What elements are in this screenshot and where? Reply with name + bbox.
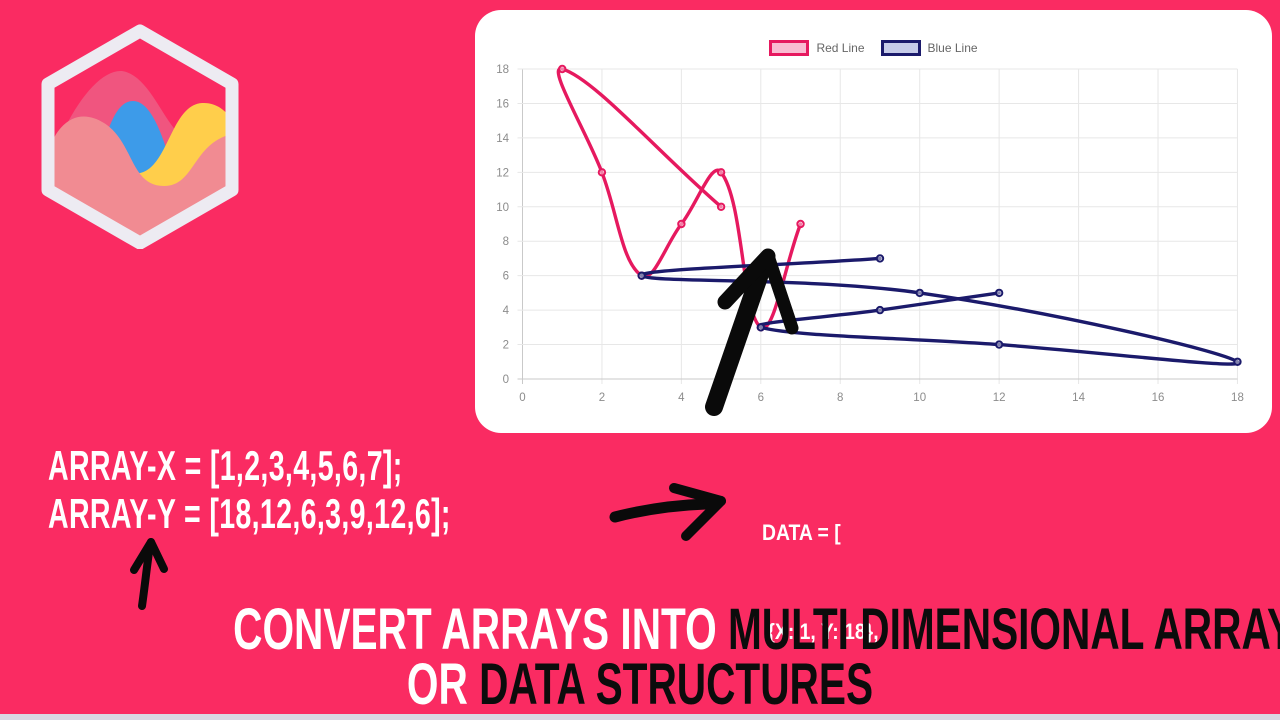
data-point-marker bbox=[994, 340, 1004, 349]
axis-tick-labels: 0 2 4 6 8 10 12 14 16 18 0 2 4 6 8 10 12 14 16 18 bbox=[496, 64, 1244, 404]
array-x-line: ARRAY-X = [1,2,3,4,5,6,7]; bbox=[48, 442, 403, 489]
data-point-marker bbox=[756, 323, 766, 332]
y-tick-label: 0 bbox=[503, 374, 509, 386]
series-line bbox=[556, 67, 803, 330]
small-up-arrow-icon bbox=[130, 538, 168, 610]
y-tick-label: 10 bbox=[496, 202, 509, 214]
data-point-marker bbox=[637, 271, 646, 280]
data-point-marker bbox=[677, 219, 686, 229]
headline-line-1: CONVERT ARRAYS INTO MULTI DIMENSIONAL AR… bbox=[0, 601, 1280, 659]
legend-item-red-line[interactable]: Red Line bbox=[769, 40, 865, 56]
data-point-marker bbox=[875, 254, 885, 263]
x-tick-label: 18 bbox=[1231, 392, 1244, 404]
blue-line-swatch bbox=[880, 40, 921, 56]
headline-black-text: DATA STRUCTURES bbox=[479, 652, 874, 717]
chart-panel: 0 2 4 6 8 10 12 14 16 18 0 2 4 6 8 10 12 14 16 18 Red Line … bbox=[475, 10, 1272, 433]
x-tick-label: 6 bbox=[758, 392, 764, 404]
data-point-marker bbox=[716, 168, 726, 177]
headline-white-text: OR bbox=[406, 652, 480, 717]
array-code-block: ARRAY-X = [1,2,3,4,5,6,7]; ARRAY-Y = [18… bbox=[48, 442, 451, 538]
chart-canvas[interactable]: 0 2 4 6 8 10 12 14 16 18 0 2 4 6 8 10 12 14 16 18 bbox=[475, 10, 1272, 433]
y-tick-label: 14 bbox=[496, 133, 509, 145]
series-line bbox=[639, 256, 1240, 366]
data-point-marker bbox=[796, 219, 805, 229]
x-tick-label: 8 bbox=[837, 392, 843, 404]
headline-white-text: CONVERT ARRAYS INTO bbox=[233, 597, 728, 662]
legend-label: Blue Line bbox=[927, 41, 978, 55]
y-tick-label: 6 bbox=[503, 271, 509, 283]
x-tick-label: 2 bbox=[599, 392, 605, 404]
data-point-marker bbox=[558, 64, 567, 74]
logo-hexagon-border bbox=[41, 24, 239, 249]
x-tick-label: 0 bbox=[519, 392, 525, 404]
x-tick-label: 14 bbox=[1072, 392, 1085, 404]
grid-lines bbox=[517, 68, 1238, 384]
chart-legend: Red Line Blue Line bbox=[475, 40, 1272, 56]
y-tick-label: 12 bbox=[496, 167, 509, 179]
x-tick-label: 4 bbox=[678, 392, 685, 404]
data-point-marker bbox=[875, 305, 885, 315]
y-tick-label: 8 bbox=[503, 236, 509, 248]
data-point-marker bbox=[597, 168, 607, 177]
y-tick-label: 4 bbox=[503, 305, 510, 317]
legend-item-blue-line[interactable]: Blue Line bbox=[880, 40, 978, 56]
x-tick-label: 10 bbox=[913, 392, 926, 404]
chartjs-logo bbox=[41, 24, 239, 249]
right-arrow-icon bbox=[609, 483, 726, 541]
x-tick-label: 12 bbox=[993, 392, 1006, 404]
data-code-line: DATA = [ bbox=[762, 520, 841, 545]
data-point-marker bbox=[1233, 357, 1242, 366]
bottom-border-strip bbox=[0, 714, 1280, 720]
data-code-line: {X: 1, Y: 18}, bbox=[762, 619, 879, 644]
data-point-marker bbox=[994, 288, 1004, 298]
data-point-marker bbox=[716, 202, 726, 211]
legend-label: Red Line bbox=[816, 41, 865, 55]
headline-black-text: MULTI DIMENSIONAL ARRAYS bbox=[727, 597, 1280, 662]
array-y-line: ARRAY-Y = [18,12,6,3,9,12,6]; bbox=[48, 490, 451, 537]
data-structure-code-block: DATA = [ {X: 1, Y: 18}, {X: 2, Y: 12}, {… bbox=[762, 450, 879, 720]
y-tick-label: 18 bbox=[496, 64, 509, 76]
data-point-marker bbox=[915, 288, 924, 298]
y-tick-label: 2 bbox=[503, 340, 509, 352]
red-line-swatch bbox=[769, 40, 810, 56]
headline-line-2: OR DATA STRUCTURES bbox=[0, 656, 1280, 714]
y-tick-label: 16 bbox=[496, 98, 509, 110]
x-tick-label: 16 bbox=[1152, 392, 1165, 404]
